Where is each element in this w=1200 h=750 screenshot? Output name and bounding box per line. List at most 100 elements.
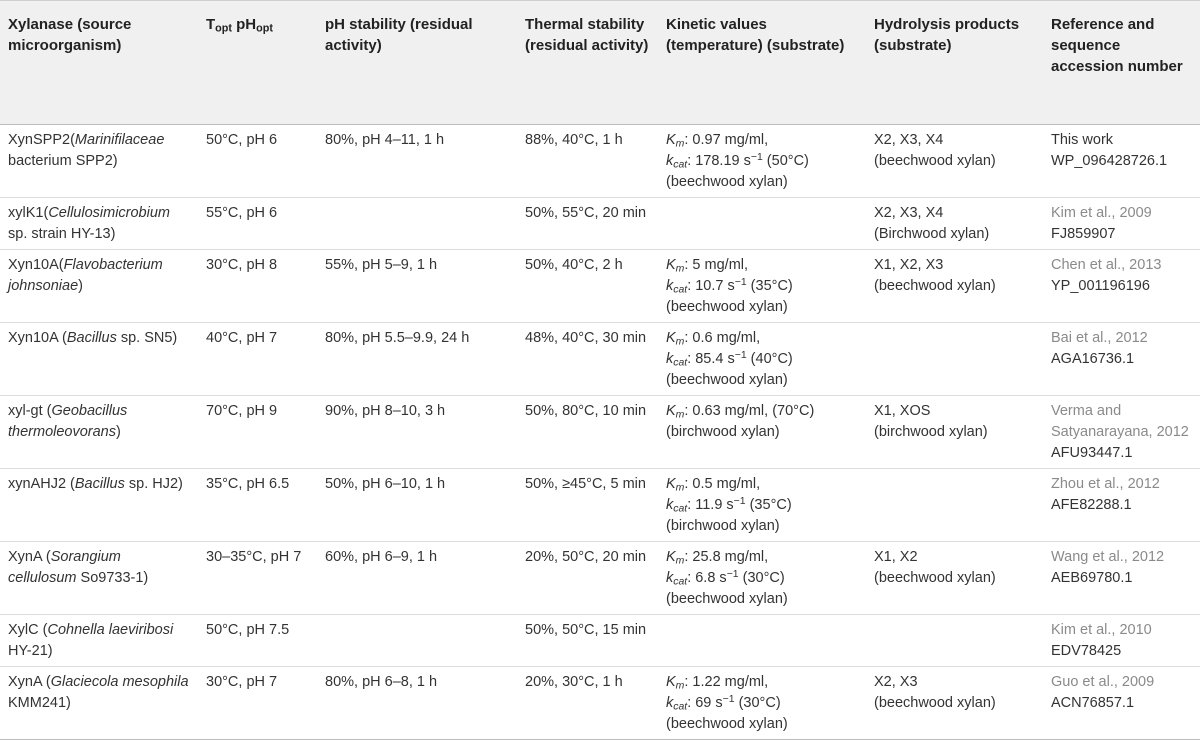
table-row: xylK1(Cellulosimicrobium sp. strain HY-1… — [0, 198, 1200, 250]
source-organism: Cellulosimicrobium — [48, 205, 170, 221]
source-organism: Glaciecola mesophila — [50, 674, 189, 690]
table-row: XylC (Cohnella laeviribosi HY-21) 50°C, p… — [0, 615, 1200, 667]
source-organism: Marinifilaceae — [74, 132, 165, 148]
accession-number: AGA16736.1 — [1051, 351, 1135, 367]
kinetic-substrate: (birchwood xylan) — [666, 518, 780, 534]
reference-link[interactable]: Zhou et al., 2012 — [1051, 476, 1160, 492]
products: X1, X2, X3 — [874, 257, 944, 273]
header-reference-accession: Reference and sequence accession number — [1051, 16, 1183, 75]
header-ph-stability: pH stability (residual activity) — [325, 16, 473, 54]
cell-ph-stability: 50%, pH 6–10, 1 h — [325, 476, 446, 492]
cell-thermal-stability: 50%, 50°C, 15 min — [525, 622, 647, 638]
source-organism: Sorangium cellulosum — [8, 549, 121, 586]
cell-xylanase: Xyn10A (Bacillus sp. SN5) — [8, 330, 178, 346]
kinetic-substrate: (birchwood xylan) — [666, 424, 780, 440]
accession-number: FJ859907 — [1051, 226, 1116, 242]
cell-kinetic-values — [658, 615, 866, 667]
cell-kinetic-values: Km: 1.22 mg/ml, kcat: 69 s−1 (30°C) (beech… — [658, 667, 866, 740]
reference-link[interactable]: Bai et al., 2012 — [1051, 330, 1148, 346]
cell-xylanase: xylK1(Cellulosimicrobium sp. strain HY-1… — [8, 205, 170, 242]
products: X2, X3, X4 — [874, 205, 944, 221]
cell-ph-stability: 90%, pH 8–10, 3 h — [325, 403, 446, 419]
cell-topt: 55°C, pH 6 — [206, 205, 278, 221]
products-substrate: (beechwood xylan) — [874, 570, 996, 586]
cell-kinetic-values: Km: 5 mg/ml, kcat: 10.7 s−1 (35°C) (beechw… — [658, 250, 866, 323]
kinetic-substrate: (beechwood xylan) — [666, 174, 788, 190]
reference-link[interactable]: Guo et al., 2009 — [1051, 674, 1155, 690]
cell-reference: Wang et al., 2012 AEB69780.1 — [1043, 542, 1200, 615]
source-organism: Cohnella laeviribosi — [47, 622, 174, 638]
cell-topt: 30–35°C, pH 7 — [206, 549, 302, 565]
header-kinetic-values: Kinetic values (temperature) (substrate) — [666, 16, 845, 54]
source-organism: Flavobacterium johnsoniae — [8, 257, 163, 294]
reference-link[interactable]: Kim et al., 2009 — [1051, 205, 1152, 221]
kcat-value: kcat: 85.4 s−1 (40°C) — [666, 349, 793, 369]
cell-ph-stability: 60%, pH 6–9, 1 h — [325, 549, 438, 565]
cell-topt: 30°C, pH 7 — [206, 674, 278, 690]
accession-number: WP_096428726.1 — [1051, 153, 1168, 169]
cell-topt: 50°C, pH 7.5 — [206, 622, 290, 638]
reference-link: This work — [1051, 132, 1114, 148]
xylanase-name: Xyn10A — [8, 330, 58, 346]
cell-thermal-stability: 88%, 40°C, 1 h — [525, 132, 623, 148]
kcat-value: kcat: 11.9 s−1 (35°C) — [666, 495, 792, 515]
cell-hydrolysis-products — [866, 323, 1043, 396]
xylanase-name: XynA — [8, 674, 42, 690]
cell-reference: Kim et al., 2010 EDV78425 — [1043, 615, 1200, 667]
reference-link[interactable]: Kim et al., 2010 — [1051, 622, 1152, 638]
xylanase-name: Xyn10A — [8, 257, 59, 273]
table-row: Xyn10A (Bacillus sp. SN5) 40°C, pH 7 80%, … — [0, 323, 1200, 396]
kcat-value: kcat: 6.8 s−1 (30°C) — [666, 568, 785, 588]
cell-thermal-stability: 50%, 55°C, 20 min — [525, 205, 647, 221]
accession-number: YP_001196196 — [1051, 278, 1150, 294]
cell-xylanase: XynA (Glaciecola mesophila KMM241) — [8, 674, 189, 711]
km-value: Km: 5 mg/ml, — [666, 257, 749, 275]
cell-kinetic-values: Km: 0.63 mg/ml, (70°C) (birchwood xylan) — [658, 396, 866, 469]
cell-hydrolysis-products: X1, X2 (beechwood xylan) — [866, 542, 1043, 615]
accession-number: ACN76857.1 — [1051, 695, 1135, 711]
products: X1, X2 — [874, 549, 918, 565]
cell-topt: 35°C, pH 6.5 — [206, 476, 290, 492]
xylanase-name: xyl-gt — [8, 403, 43, 419]
cell-thermal-stability: 50%, 80°C, 10 min — [525, 403, 647, 419]
table-header-row: Xylanase (source microorganism) Topt pHo… — [0, 0, 1200, 125]
products-substrate: (beechwood xylan) — [874, 153, 996, 169]
kcat-value: kcat: 10.7 s−1 (35°C) — [666, 276, 793, 296]
reference-link[interactable]: Verma and Satyanarayana, 2012 — [1051, 403, 1189, 440]
header-xylanase-source: Xylanase (source microorganism) — [8, 16, 132, 54]
cell-ph-stability — [317, 198, 517, 250]
kinetic-substrate: (beechwood xylan) — [666, 299, 788, 315]
products-substrate: (beechwood xylan) — [874, 278, 996, 294]
reference-link[interactable]: Chen et al., 2013 — [1051, 257, 1162, 273]
accession-number: AFU93447.1 — [1051, 445, 1133, 461]
header-topt-phopt: Topt pHopt — [206, 16, 273, 35]
table-row: xynAHJ2 (Bacillus sp. HJ2) 35°C, pH 6.5 50… — [0, 469, 1200, 542]
kcat-value: kcat: 69 s−1 (30°C) — [666, 693, 781, 713]
cell-ph-stability: 80%, pH 6–8, 1 h — [325, 674, 438, 690]
cell-xylanase: Xyn10A(Flavobacterium johnsoniae) — [8, 257, 163, 294]
cell-reference: Chen et al., 2013 YP_001196196 — [1043, 250, 1200, 323]
cell-kinetic-values: Km: 0.6 mg/ml, kcat: 85.4 s−1 (40°C) (beec… — [658, 323, 866, 396]
table-row: XynSPP2(Marinifilaceae bacterium SPP2) 50… — [0, 125, 1200, 198]
cell-hydrolysis-products: X2, X3, X4 (Birchwood xylan) — [866, 198, 1043, 250]
km-value: Km: 1.22 mg/ml, — [666, 674, 769, 692]
header-hydrolysis-products: Hydrolysis products (substrate) — [874, 16, 1020, 54]
cell-ph-stability: 80%, pH 4–11, 1 h — [325, 132, 445, 148]
table-row: XynA (Glaciecola mesophila KMM241) 30°C, … — [0, 667, 1200, 740]
cell-kinetic-values: Km: 25.8 mg/ml, kcat: 6.8 s−1 (30°C) (beec… — [658, 542, 866, 615]
table-row: XynA (Sorangium cellulosum So9733-1) 30–3… — [0, 542, 1200, 615]
cell-reference: Bai et al., 2012 AGA16736.1 — [1043, 323, 1200, 396]
reference-link[interactable]: Wang et al., 2012 — [1051, 549, 1165, 565]
cell-ph-stability: 80%, pH 5.5–9.9, 24 h — [325, 330, 470, 346]
accession-number: EDV78425 — [1051, 643, 1122, 659]
cell-topt: 50°C, pH 6 — [206, 132, 278, 148]
cell-hydrolysis-products — [866, 615, 1043, 667]
km-value: Km: 0.5 mg/ml, — [666, 476, 761, 494]
table-row: Xyn10A(Flavobacterium johnsoniae) 30°C, p… — [0, 250, 1200, 323]
products: X2, X3, X4 — [874, 132, 944, 148]
cell-xylanase: XynSPP2(Marinifilaceae bacterium SPP2) — [8, 132, 165, 169]
table-row: xyl-gt (Geobacillus thermoleovorans) 70°C… — [0, 396, 1200, 469]
cell-topt: 40°C, pH 7 — [206, 330, 278, 346]
xylanase-name: XylC — [8, 622, 39, 638]
cell-hydrolysis-products — [866, 469, 1043, 542]
